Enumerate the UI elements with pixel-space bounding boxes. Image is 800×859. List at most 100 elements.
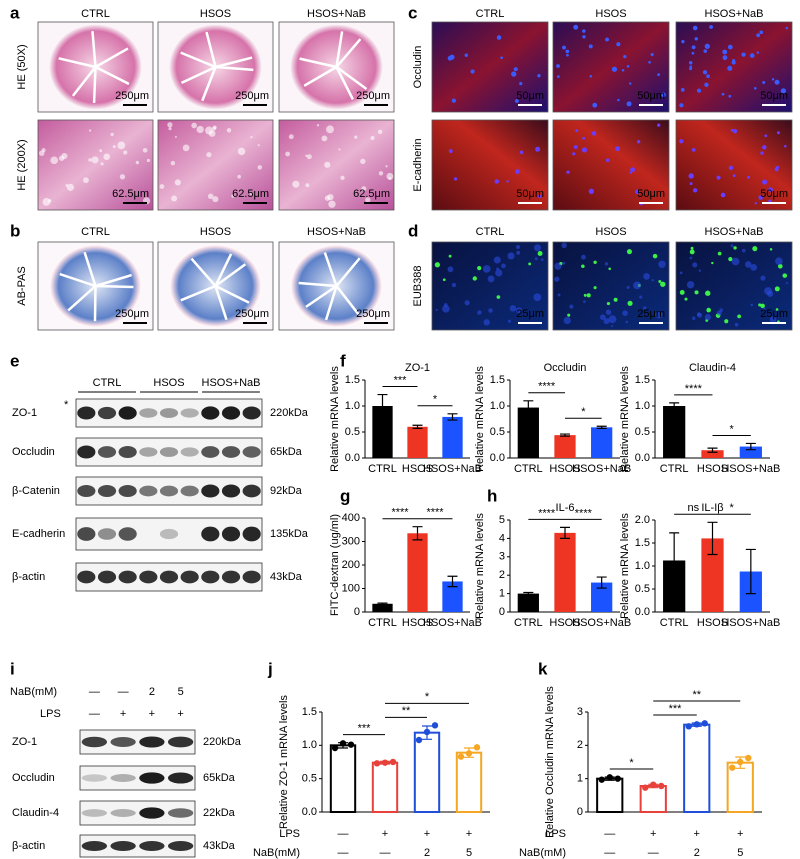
crypt [214, 285, 228, 321]
signal [496, 35, 502, 40]
row-label: E-cadherin [412, 138, 424, 191]
crypt [335, 66, 355, 101]
crypt [201, 66, 217, 102]
column-header: CTRL [476, 226, 505, 238]
signal [623, 55, 627, 59]
signal [627, 300, 633, 306]
signal [711, 261, 714, 265]
y-tick-label: 0 [499, 606, 505, 618]
x-tick-label: CTRL [660, 617, 689, 629]
micrograph [278, 119, 395, 211]
data-point [685, 723, 692, 730]
speck [237, 174, 241, 179]
signal [771, 78, 775, 81]
scale-label: 25μm [516, 308, 544, 320]
signal [621, 68, 625, 72]
condition-value: 2 [424, 847, 430, 859]
speck [734, 322, 739, 327]
data-point [347, 741, 355, 748]
scale-label: 50μm [516, 90, 544, 102]
x-tick-label: HSOS+NaB [721, 617, 780, 629]
significance-label: **** [685, 383, 703, 395]
signal [583, 293, 587, 297]
band [118, 406, 137, 420]
signal [635, 189, 640, 195]
signal [581, 264, 585, 268]
band [167, 841, 194, 851]
condition-value: + [382, 828, 388, 840]
signal [728, 165, 734, 171]
speck [385, 165, 388, 168]
band [77, 445, 96, 459]
crypt [95, 273, 132, 288]
signal [626, 249, 632, 255]
speck [501, 263, 506, 269]
y-tick-label: 3 [577, 706, 583, 718]
speck [207, 193, 214, 200]
speck [716, 310, 722, 316]
signal [777, 263, 783, 269]
signal [764, 134, 768, 138]
signal [760, 151, 764, 155]
micrograph [37, 119, 154, 211]
signal [689, 249, 695, 255]
column-header: HSOS [595, 8, 626, 20]
size-label: 22kDa [203, 807, 236, 819]
band [159, 485, 179, 497]
band [167, 736, 194, 748]
error-bar [560, 526, 570, 539]
signal [629, 82, 632, 85]
signal [449, 54, 455, 60]
speck [191, 122, 197, 129]
speck [533, 293, 542, 302]
crypt [91, 31, 97, 68]
y-tick-label: 5 [499, 514, 505, 526]
signal [717, 251, 722, 256]
x-tick-label: HSOS+NaB [423, 617, 482, 629]
band [180, 408, 199, 418]
speck [250, 136, 253, 139]
band [110, 736, 136, 748]
signal [592, 102, 598, 108]
band [77, 527, 96, 541]
significance-label: *** [669, 703, 683, 715]
speck [604, 262, 609, 266]
signal [613, 297, 618, 302]
signal [537, 251, 543, 256]
data-point [693, 721, 700, 728]
crypt [305, 284, 338, 308]
y-tick-label: 1.0 [490, 400, 505, 412]
y-tick-label: 2 [577, 739, 583, 751]
size-label: 65kDa [270, 446, 303, 458]
error-bar [596, 425, 607, 429]
x-tick-label: HSOS+NaB [572, 617, 631, 629]
scale-label: 62.5μm [232, 188, 269, 200]
crypt [92, 66, 97, 104]
speck [622, 310, 628, 316]
chart-title: Occludin [544, 362, 587, 374]
band [242, 406, 261, 420]
speck [174, 135, 177, 138]
x-tick-label: CTRL [368, 463, 397, 475]
condition-value: — [89, 686, 100, 698]
speck [66, 183, 75, 191]
speck [679, 271, 683, 275]
data-point [614, 775, 621, 782]
crypt [205, 31, 217, 68]
signal [589, 74, 593, 78]
panel-letter: c [408, 3, 417, 22]
speck [643, 306, 647, 310]
scale-label: 50μm [516, 188, 544, 200]
signal [728, 94, 732, 98]
crypt [214, 253, 233, 287]
error-bar [560, 433, 570, 437]
scale-label: 250μm [115, 90, 149, 102]
speck [212, 196, 219, 203]
signal [588, 44, 593, 49]
speck [305, 183, 310, 188]
signal [573, 145, 578, 149]
condition-value: + [424, 828, 430, 840]
signal [515, 99, 519, 103]
y-tick-label: 0 [577, 806, 583, 818]
condition-value: + [694, 828, 700, 840]
